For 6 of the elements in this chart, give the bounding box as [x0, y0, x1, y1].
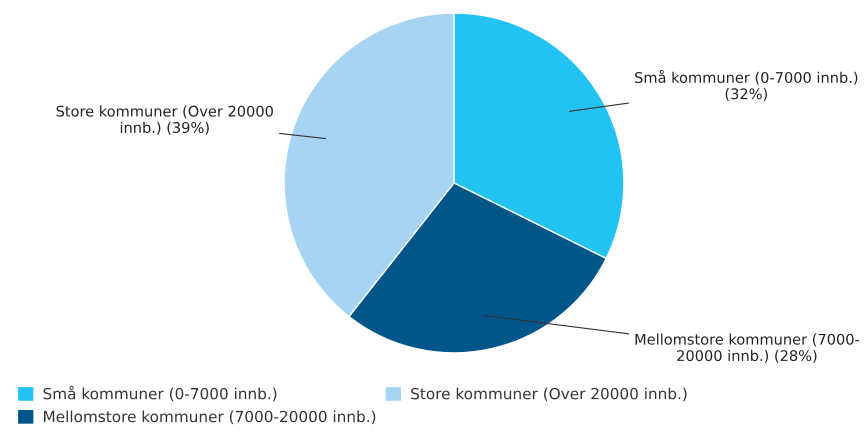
legend-label: Små kommuner (0-7000 innb.)	[44, 386, 276, 402]
legend-label: Mellomstore kommuner (7000-20000 innb.)	[44, 410, 376, 424]
data-label: Mellomstore kommuner (7000- 20000 innb.) (28%)	[636, 334, 860, 363]
legend-label: Store kommuner (Over 20000 innb.)	[411, 388, 687, 402]
data-label: Små kommuner (0-7000 innb.) (32%)	[635, 70, 858, 102]
data-label: Store kommuner (Over 20000 innb.) (39%)	[56, 105, 273, 135]
